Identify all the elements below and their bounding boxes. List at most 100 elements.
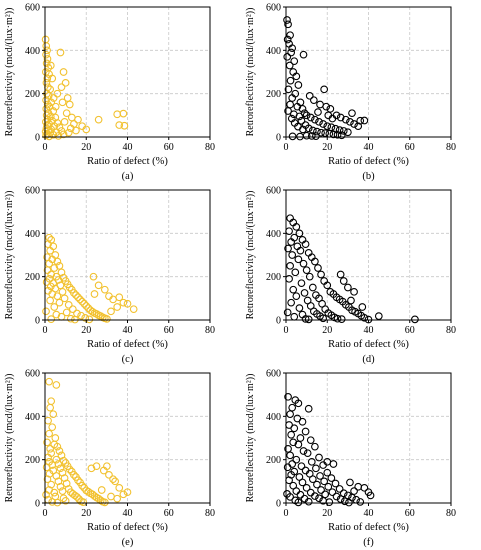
data-point <box>285 227 293 236</box>
data-point <box>119 298 128 307</box>
data-point <box>47 315 56 323</box>
data-point <box>297 279 306 288</box>
data-point <box>294 498 303 507</box>
data-point <box>74 115 82 124</box>
x-tick-label: 80 <box>446 508 456 519</box>
data-point <box>374 312 383 320</box>
data-point <box>316 472 324 480</box>
data-point <box>46 296 55 305</box>
data-point <box>315 117 323 126</box>
data-point <box>335 485 344 493</box>
data-point <box>115 121 124 129</box>
x-tick-label: 40 <box>123 325 133 336</box>
x-tick-label: 80 <box>446 325 456 336</box>
y-tick-label: 600 <box>266 369 281 380</box>
panel-c: 0 20 40 60 80 0 200 400 600 Retroreflectivity (m… <box>0 183 240 366</box>
x-tick-label: 20 <box>322 508 332 519</box>
data-point <box>100 285 109 294</box>
data-point <box>56 464 65 473</box>
data-point <box>65 100 74 109</box>
data-point <box>100 498 109 507</box>
data-point <box>67 113 76 122</box>
data-point <box>292 222 301 231</box>
data-point <box>49 130 58 139</box>
panel-label: (e) <box>122 537 134 548</box>
data-point <box>55 447 64 455</box>
data-point <box>45 429 53 438</box>
x-tick-label: 20 <box>81 325 91 336</box>
scatter-plot-c: 0 20 40 60 80 0 200 400 600 Retroreflectivity (m… <box>4 186 215 366</box>
data-point <box>115 293 124 302</box>
data-point <box>366 491 375 500</box>
data-point <box>298 104 307 113</box>
data-point <box>65 465 74 474</box>
data-point <box>305 272 314 281</box>
data-point <box>295 229 304 238</box>
data-point <box>64 128 73 137</box>
data-point <box>283 16 291 24</box>
data-point <box>107 307 115 316</box>
data-point <box>47 397 56 406</box>
data-point <box>286 493 294 501</box>
y-tick-label: 200 <box>266 272 281 283</box>
data-point <box>305 91 314 100</box>
data-point <box>286 76 295 85</box>
data-point <box>290 57 299 66</box>
data-point <box>60 294 69 303</box>
data-point <box>307 132 316 140</box>
data-point <box>323 468 332 477</box>
data-point <box>302 111 311 120</box>
data-point <box>105 470 113 479</box>
axes <box>283 189 452 323</box>
data-point <box>82 302 91 310</box>
data-point <box>285 274 293 283</box>
gridlines <box>45 373 210 503</box>
y-tick-label: 400 <box>25 412 40 423</box>
data-point <box>79 498 88 506</box>
x-tick-label: 80 <box>205 508 215 519</box>
y-tick-label: 400 <box>25 46 40 57</box>
y-tick-label: 600 <box>25 369 40 380</box>
gridlines <box>286 373 451 503</box>
axes <box>283 372 452 506</box>
data-point <box>360 313 369 322</box>
data-point <box>50 488 59 497</box>
y-tick-label: 400 <box>266 46 281 57</box>
data-point <box>109 475 117 484</box>
panel-label: (d) <box>362 354 375 365</box>
data-point <box>82 125 91 134</box>
data-point <box>340 497 349 506</box>
data-point <box>311 257 319 266</box>
data-point <box>123 488 132 497</box>
scatter-plot-f: 0 20 40 60 80 0 200 400 600 Retroreflectivity (m… <box>245 369 456 549</box>
data-point <box>42 463 51 472</box>
data-point <box>323 281 332 290</box>
data-point <box>354 482 363 491</box>
data-point <box>92 462 101 471</box>
data-point <box>43 74 52 83</box>
data-point <box>323 122 332 131</box>
data-point <box>299 125 307 134</box>
data-point <box>283 308 292 317</box>
panel-a: 0 20 40 60 80 0 200 400 600 Retroreflectivity (m… <box>0 0 240 183</box>
data-point <box>42 307 50 316</box>
y-tick-label: 0 <box>35 133 40 144</box>
tick-labels: 0 20 40 60 80 0 200 400 600 <box>266 186 456 337</box>
data-point <box>43 115 52 124</box>
tick-labels: 0 20 40 60 80 0 200 400 600 <box>266 369 456 520</box>
data-point <box>288 132 297 141</box>
data-point <box>319 120 327 128</box>
x-axis-label: Ratio of defect (%) <box>87 522 168 533</box>
data-point <box>284 85 293 94</box>
data-point <box>327 474 336 482</box>
data-point <box>76 295 84 304</box>
data-point <box>73 493 81 501</box>
axes <box>42 372 211 506</box>
panel-b: 0 20 40 60 80 0 200 400 600 Retroreflectivity (m… <box>241 0 481 183</box>
panel-label: (a) <box>122 171 134 182</box>
data-point <box>296 490 305 499</box>
data-point <box>123 299 132 308</box>
data-point <box>314 264 322 272</box>
data-point <box>43 475 52 484</box>
data-point <box>411 315 419 324</box>
